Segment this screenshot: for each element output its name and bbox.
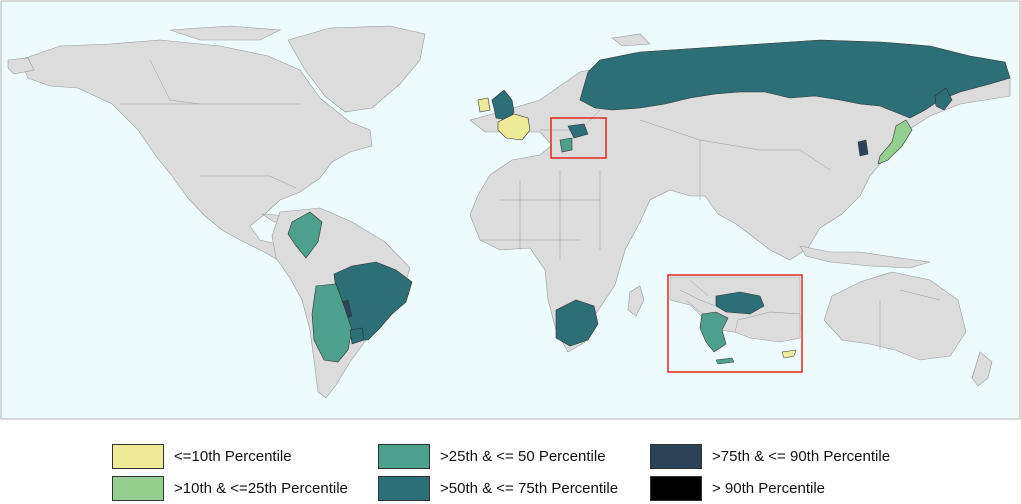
- legend-label: <=10th Percentile: [174, 447, 292, 465]
- inset-bulgaria: [715, 291, 765, 315]
- south-korea: [857, 139, 869, 157]
- bulgaria-main: [567, 123, 589, 139]
- greenland: [287, 25, 426, 113]
- new-zealand: [971, 351, 993, 387]
- country-borders: [120, 59, 941, 350]
- australia: [823, 271, 967, 361]
- legend-swatch: [650, 443, 702, 469]
- inset-greece: [699, 311, 729, 353]
- russia: [579, 39, 1011, 119]
- legend-item-pmax: > 90th Percentile: [650, 475, 825, 501]
- legend-swatch: [650, 475, 702, 501]
- inset-crete: [715, 357, 735, 365]
- legend-item-p90: >75th & <= 90th Percentile: [650, 443, 890, 469]
- legend-label: > 90th Percentile: [712, 479, 825, 497]
- indonesia: [799, 245, 931, 269]
- legend-swatch: [112, 443, 164, 469]
- legend-item-p25: >10th & <=25th Percentile: [112, 475, 348, 501]
- alaska-west: [7, 57, 35, 75]
- inset-borders: [679, 279, 717, 313]
- highlighted-countries: [287, 39, 1011, 363]
- legend-swatch: [112, 475, 164, 501]
- inset-cyprus: [781, 349, 797, 359]
- south-africa: [555, 299, 599, 347]
- uruguay: [349, 327, 365, 345]
- kamchatka: [934, 87, 953, 111]
- colombia: [287, 211, 323, 259]
- legend-item-p75: >50th & <= 75th Percentile: [378, 475, 618, 501]
- legend-swatch: [378, 443, 430, 469]
- legend-item-p50: >25th & <= 50 Percentile: [378, 443, 606, 469]
- argentina: [311, 283, 353, 363]
- greece-main: [559, 137, 573, 153]
- inset-turkey: [734, 311, 801, 343]
- madagascar: [627, 285, 645, 317]
- north-america: [19, 39, 373, 265]
- land-masses: [7, 25, 1011, 399]
- ireland: [477, 97, 491, 113]
- world-map-panel: [0, 0, 1021, 420]
- france: [497, 113, 531, 141]
- legend-label: >10th & <=25th Percentile: [174, 479, 348, 497]
- legend-item-p10: <=10th Percentile: [112, 443, 292, 469]
- world-map: [0, 0, 1021, 420]
- balkans-highlight-box: [550, 117, 607, 159]
- arctic-islands: [169, 25, 282, 41]
- legend: <=10th Percentile >10th & <=25th Percent…: [0, 440, 1021, 504]
- svalbard: [611, 33, 651, 47]
- legend-label: >50th & <= 75th Percentile: [440, 479, 619, 497]
- legend-label: >75th & <= 90th Percentile: [712, 447, 891, 465]
- legend-label: >25th & <= 50 Percentile: [440, 447, 606, 465]
- legend-swatch: [378, 475, 430, 501]
- balkans-inset: [667, 274, 803, 373]
- japan: [877, 119, 913, 165]
